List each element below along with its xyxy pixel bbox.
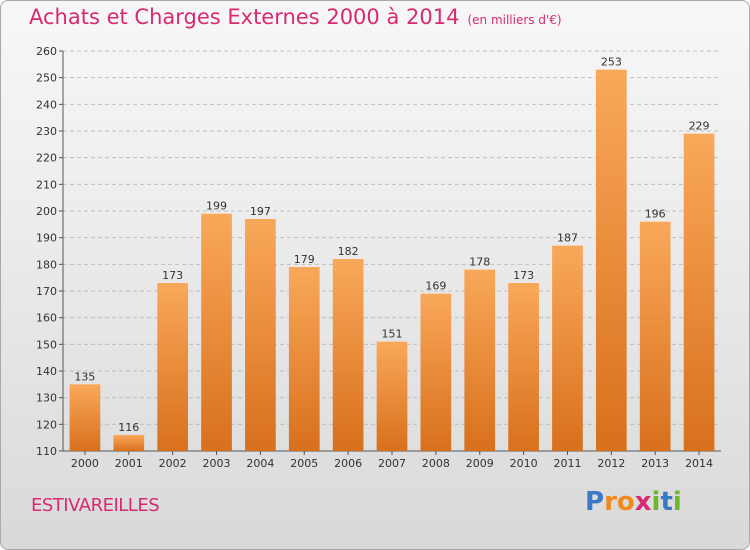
labels: 110 120 130 140 150 160 170 180 190 200 210 220 230 2… <box>36 45 713 470</box>
y-tick-label: 170 <box>36 285 57 298</box>
x-tick-label: 2006 <box>334 457 362 470</box>
y-tick-label: 200 <box>36 205 57 218</box>
y-tick-label: 260 <box>36 45 57 58</box>
bar-2006 <box>332 259 364 451</box>
value-label: 182 <box>338 245 359 258</box>
proxiti-logo[interactable]: Proxiti <box>585 487 682 517</box>
y-tick-label: 130 <box>36 392 57 405</box>
value-label: 199 <box>206 200 227 213</box>
logo-letter: o <box>616 487 635 517</box>
title-block: Achats et Charges Externes 2000 à 2014 (e… <box>29 5 562 29</box>
bar-2012 <box>595 69 627 452</box>
value-label: 173 <box>513 269 534 282</box>
value-label: 229 <box>689 120 710 133</box>
value-label: 179 <box>294 253 315 266</box>
bar-2013 <box>639 221 671 451</box>
commune-name: ESTIVAREILLES <box>31 495 160 516</box>
value-label: 135 <box>74 370 95 383</box>
y-tick-label: 160 <box>36 312 57 325</box>
logo-letter: x <box>634 487 652 517</box>
bar-2008 <box>420 293 452 451</box>
logo-letter: t <box>660 487 673 517</box>
value-label: 169 <box>425 280 446 293</box>
chart-title: Achats et Charges Externes 2000 à 2014 <box>29 5 460 29</box>
x-tick-label: 2009 <box>466 457 494 470</box>
x-tick-label: 2010 <box>510 457 538 470</box>
x-tick-label: 2004 <box>246 457 274 470</box>
bar-2009 <box>464 269 496 451</box>
y-tick-label: 120 <box>36 418 57 431</box>
value-label: 173 <box>162 269 183 282</box>
y-tick-label: 180 <box>36 258 57 271</box>
y-tick-label: 250 <box>36 72 57 85</box>
value-label: 196 <box>645 208 666 221</box>
y-tick-label: 150 <box>36 338 57 351</box>
bar-2014 <box>683 133 715 451</box>
x-tick-label: 2013 <box>641 457 669 470</box>
x-tick-label: 2001 <box>115 457 143 470</box>
x-tick-label: 2014 <box>685 457 713 470</box>
value-label: 116 <box>118 421 139 434</box>
bar-2000 <box>69 384 101 451</box>
bars <box>69 69 715 452</box>
x-tick-label: 2008 <box>422 457 450 470</box>
logo-letter: r <box>604 487 617 517</box>
value-label: 253 <box>601 56 622 69</box>
value-label: 151 <box>382 328 403 341</box>
x-tick-label: 2005 <box>290 457 318 470</box>
bar-2001 <box>113 435 145 451</box>
y-tick-label: 140 <box>36 365 57 378</box>
bar-2007 <box>376 341 408 451</box>
value-label: 178 <box>469 256 490 269</box>
y-tick-label: 190 <box>36 232 57 245</box>
y-tick-label: 240 <box>36 98 57 111</box>
logo-letter: i <box>672 487 682 517</box>
y-tick-label: 220 <box>36 152 57 165</box>
logo-letter: P <box>585 487 605 517</box>
x-tick-label: 2002 <box>159 457 187 470</box>
chart-subtitle: (en milliers d'€) <box>467 13 562 27</box>
x-tick-label: 2003 <box>203 457 231 470</box>
bar-2005 <box>288 267 320 451</box>
value-label: 187 <box>557 232 578 245</box>
bar-2002 <box>157 283 189 451</box>
logo-letter: i <box>651 487 661 517</box>
y-tick-label: 230 <box>36 125 57 138</box>
y-tick-label: 210 <box>36 178 57 191</box>
bar-2003 <box>201 213 232 451</box>
bar-2011 <box>552 245 583 451</box>
x-tick-label: 2012 <box>597 457 625 470</box>
x-tick-label: 2011 <box>553 457 581 470</box>
y-tick-label: 110 <box>36 445 57 458</box>
x-tick-label: 2007 <box>378 457 406 470</box>
bar-2010 <box>508 283 539 451</box>
bar-2004 <box>245 219 276 451</box>
x-tick-label: 2000 <box>71 457 99 470</box>
value-label: 197 <box>250 205 271 218</box>
